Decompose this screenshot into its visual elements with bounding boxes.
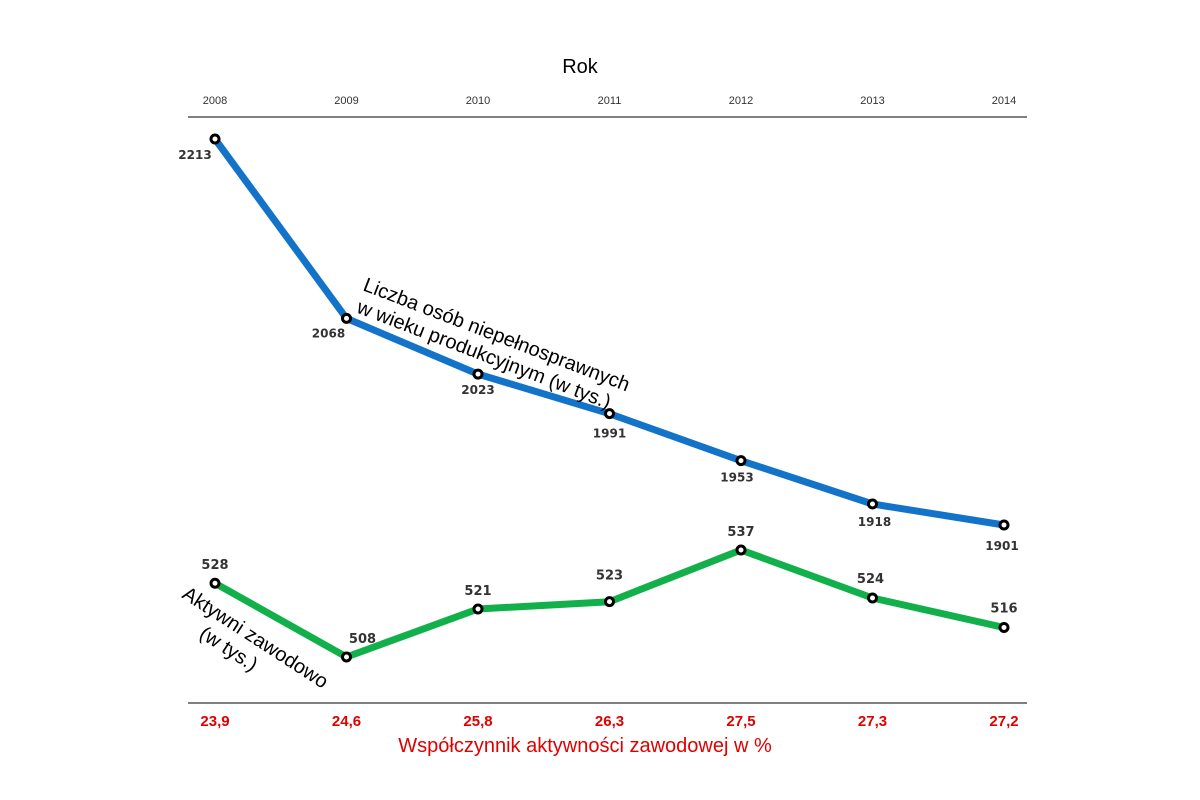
- disabled-series-data-label: 1991: [593, 427, 626, 441]
- disabled-series-data-label: 1901: [985, 539, 1018, 553]
- activity-rate-label: 25,8: [463, 713, 492, 730]
- disabled-series-data-label: 2213: [178, 148, 211, 162]
- active-series-point: [867, 592, 878, 604]
- year-tick-label: 2014: [992, 95, 1016, 107]
- disabled-series-point: [341, 312, 352, 324]
- year-tick-label: 2010: [466, 95, 490, 107]
- active-series-point: [341, 651, 352, 663]
- activity-rate-labels: 23,9 24,6 25,8 26,3 27,5 27,3 27,2: [200, 713, 1018, 730]
- active-series-data-label: 524: [857, 572, 884, 587]
- activity-rate-label: 23,9: [200, 713, 229, 730]
- activity-rate-label: 27,3: [858, 713, 887, 730]
- activity-rate-label: 27,5: [726, 713, 755, 730]
- active-series-data-label: 516: [990, 601, 1017, 616]
- disabled-population-series: 2213 2068 2023 1991 1953 1918 1901: [178, 133, 1019, 553]
- activity-rate-label: 24,6: [332, 713, 361, 730]
- active-series-point: [209, 577, 221, 589]
- year-tick-label: 2008: [203, 95, 227, 107]
- disabled-series-point: [209, 133, 221, 145]
- year-tick-label: 2012: [729, 95, 753, 107]
- disabled-series-point: [472, 368, 484, 380]
- bottom-axis-title: Współczynnik aktywności zawodowej w %: [398, 735, 772, 757]
- active-series-point: [604, 596, 615, 608]
- year-tick-labels: 2008 2009 2010 2011 2012 2013 2014: [203, 95, 1016, 107]
- active-series-data-label: 528: [201, 558, 228, 573]
- active-series-data-label: 508: [349, 632, 376, 647]
- disabled-series-data-label: 2023: [461, 383, 494, 397]
- year-tick-label: 2013: [860, 95, 884, 107]
- year-tick-label: 2009: [334, 95, 358, 107]
- active-series-data-label: 523: [596, 569, 623, 584]
- active-series-point: [735, 544, 747, 556]
- active-series-data-label: 521: [464, 584, 491, 599]
- active-series-data-label: 537: [727, 525, 754, 540]
- active-series-point: [998, 621, 1010, 633]
- disabled-series-point: [735, 455, 747, 467]
- disabled-series-point: [867, 498, 878, 510]
- year-tick-label: 2011: [598, 95, 622, 107]
- disabled-series-point: [604, 408, 615, 420]
- economically-active-series: 528 508 521 523 537 524 516: [201, 525, 1018, 663]
- disabled-series-data-label: 1918: [858, 515, 891, 529]
- disabled-series-point: [998, 519, 1010, 531]
- disabled-series-data-label: 2068: [312, 326, 345, 340]
- active-series-point: [472, 603, 484, 615]
- disabled-series-data-label: 1953: [720, 471, 753, 485]
- activity-rate-label: 26,3: [595, 713, 624, 730]
- chart-title: Rok: [562, 56, 599, 78]
- activity-rate-label: 27,2: [989, 713, 1018, 730]
